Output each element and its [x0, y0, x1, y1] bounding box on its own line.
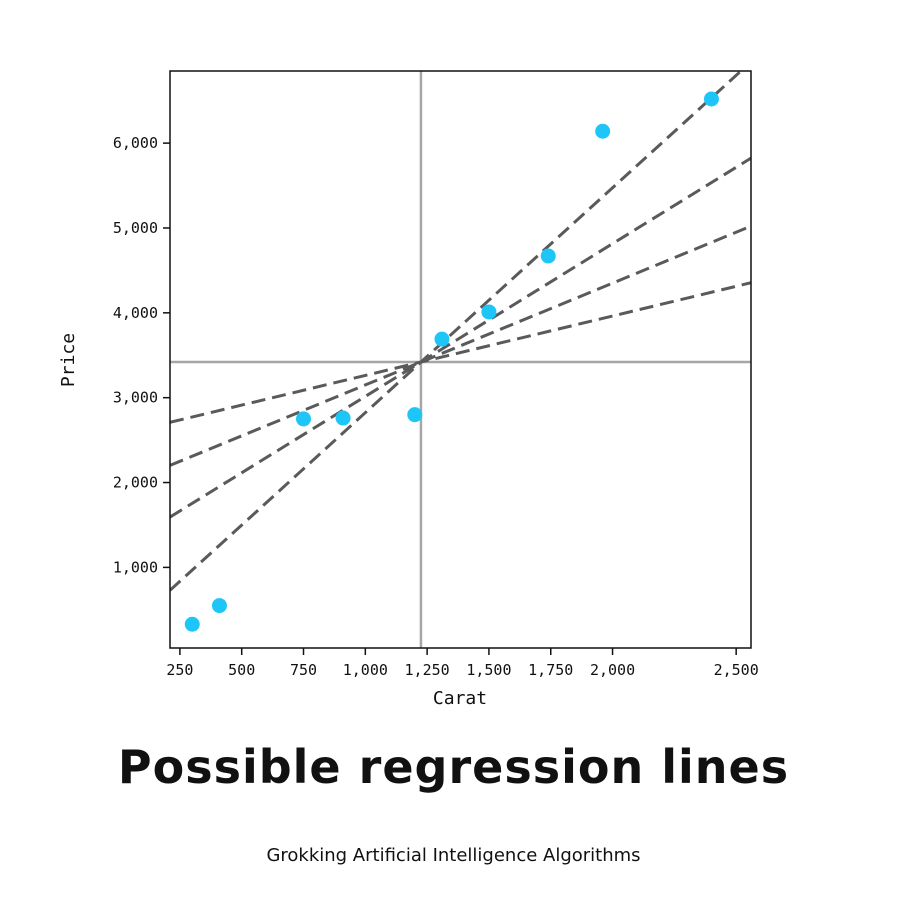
regression-line-2 [170, 224, 751, 467]
book-title-footer: Grokking Artificial Intelligence Algorit… [266, 845, 641, 866]
data-point-1 [184, 616, 200, 632]
plot-frame [169, 70, 752, 649]
data-point-10 [703, 91, 719, 107]
y-tick-label: 4,000 [113, 304, 158, 322]
regression-line-4 [170, 71, 744, 592]
y-tick-label: 2,000 [113, 474, 158, 492]
data-point-7 [481, 304, 497, 320]
data-point-8 [540, 248, 556, 264]
data-point-9 [595, 123, 611, 139]
x-tick-label: 1,250 [405, 661, 450, 679]
x-tick-label: 500 [228, 661, 255, 679]
x-axis-title: Carat [433, 688, 487, 709]
y-axis-title: Price [58, 333, 79, 387]
y-tick-label: 1,000 [113, 558, 158, 576]
figure-caption: Possible regression lines [117, 740, 790, 794]
regression-line-3 [170, 156, 751, 519]
regression-line-1 [170, 281, 751, 424]
data-point-3 [296, 411, 312, 427]
data-point-2 [211, 598, 227, 614]
x-tick-label: 2,500 [714, 661, 759, 679]
data-point-6 [434, 331, 450, 347]
x-tick-label: 1,750 [528, 661, 573, 679]
data-point-5 [407, 407, 423, 423]
x-tick-label: 1,000 [343, 661, 388, 679]
x-tick-label: 1,500 [466, 661, 511, 679]
y-tick-label: 3,000 [113, 389, 158, 407]
data-point-4 [335, 410, 351, 426]
x-tick-label: 250 [166, 661, 193, 679]
scatter-chart: 250 500 750 1,000 1,250 1,500 1,750 2,000 2,500 1… [58, 70, 759, 709]
y-tick-label: 6,000 [113, 134, 158, 152]
y-tick-label: 5,000 [113, 219, 158, 237]
x-tick-label: 2,000 [590, 661, 635, 679]
x-tick-label: 750 [290, 661, 317, 679]
